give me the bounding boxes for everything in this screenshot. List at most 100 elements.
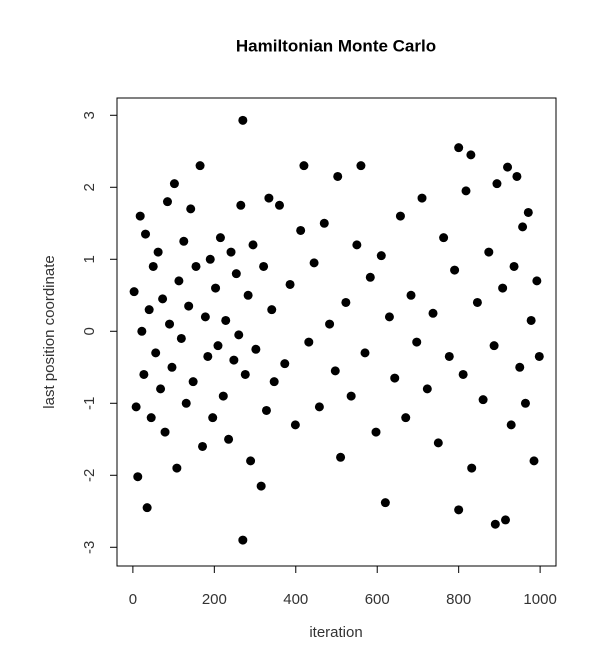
point [365,272,375,282]
point [215,233,225,243]
point [162,197,172,207]
point [144,305,154,315]
point [458,369,468,379]
point [466,150,476,160]
point [139,369,149,379]
x-tick-label: 0 [129,591,137,608]
point [186,204,196,214]
point [532,276,542,286]
point [238,535,248,545]
point [518,222,528,232]
y-axis-label: last position coordinate [41,255,58,408]
point [181,398,191,408]
point [158,294,168,304]
point [412,337,422,347]
point [352,240,362,250]
point [167,362,177,372]
point [512,171,522,181]
point [484,247,494,257]
x-axis-label: iteration [309,624,362,641]
point [472,297,482,307]
point [319,218,329,228]
point [148,261,158,271]
point [492,179,502,189]
point [142,503,152,513]
point [498,283,508,293]
point [490,519,500,529]
point [188,377,198,387]
point [229,355,239,365]
point [454,143,464,153]
point [346,391,356,401]
point [309,258,319,268]
point [439,233,449,243]
point [176,333,186,343]
point [406,290,416,300]
point [172,463,182,473]
point [390,373,400,383]
point [384,312,394,322]
point [226,247,236,257]
y-tick-label: -3 [81,541,98,554]
point [515,362,525,372]
y-tick-label: -1 [81,397,98,410]
point [251,344,261,354]
point [203,351,213,361]
point [296,225,306,235]
point [267,305,277,315]
point [290,420,300,430]
point [509,261,519,271]
y-tick-label: -2 [81,469,98,482]
point [401,413,411,423]
point [433,438,443,448]
point [478,395,488,405]
point [360,348,370,358]
x-tick-label: 400 [283,591,308,608]
point [191,261,201,271]
point [467,463,477,473]
point [174,276,184,286]
point [395,211,405,221]
point [503,162,513,172]
point [243,290,253,300]
point [131,402,141,412]
point [304,337,314,347]
point [356,161,366,171]
y-tick-label: 2 [81,183,98,191]
point [236,200,246,210]
point [333,171,343,181]
point [376,251,386,261]
point [534,351,544,361]
point [240,369,250,379]
point [299,161,309,171]
point [195,161,205,171]
point [153,247,163,257]
x-tick-label: 1000 [523,591,556,608]
point [489,341,499,351]
point [444,351,454,361]
point [198,441,208,451]
point [211,283,221,293]
point [248,240,258,250]
point [523,207,533,217]
point [529,456,539,466]
point [314,402,324,412]
point [259,261,269,271]
point [234,330,244,340]
point [422,384,432,394]
point [269,377,279,387]
point [160,427,170,437]
point [264,193,274,203]
point [146,413,156,423]
point [221,315,231,325]
point [341,297,351,307]
point [129,287,139,297]
point [280,359,290,369]
point [238,115,248,125]
point [165,319,175,329]
point [246,456,256,466]
point [213,341,223,351]
point [285,279,295,289]
point [218,391,228,401]
